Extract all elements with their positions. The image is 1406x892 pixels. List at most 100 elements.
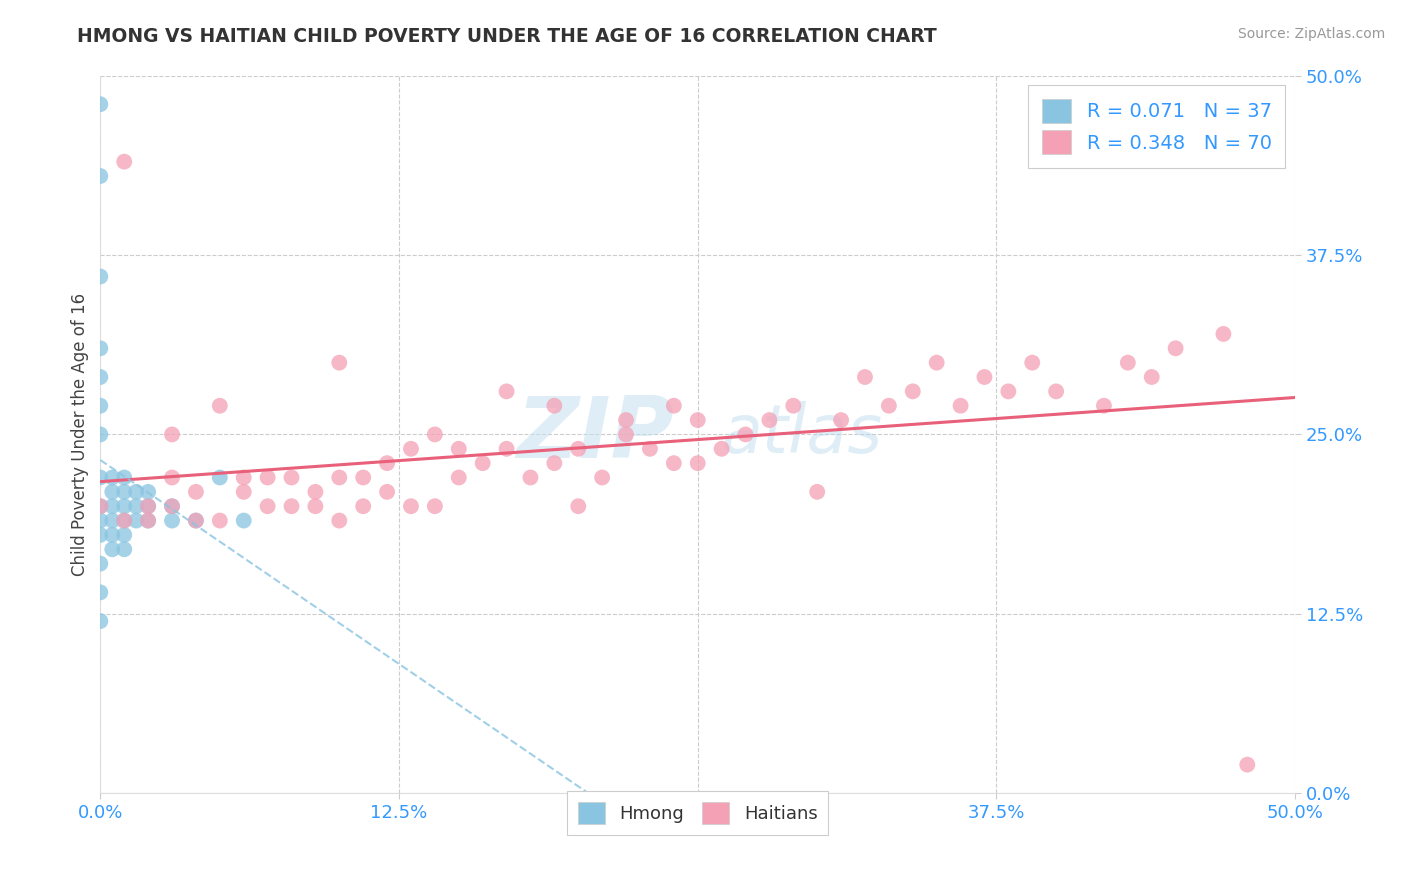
Point — [1092, 399, 1115, 413]
Point — [973, 370, 995, 384]
Point — [901, 384, 924, 399]
Point — [1045, 384, 1067, 399]
Point — [352, 500, 374, 514]
Point — [662, 399, 685, 413]
Point — [160, 514, 183, 528]
Point — [638, 442, 661, 456]
Point — [112, 470, 135, 484]
Text: ZIP: ZIP — [516, 393, 673, 476]
Point — [806, 484, 828, 499]
Point — [89, 585, 111, 599]
Point — [567, 442, 589, 456]
Point — [136, 514, 159, 528]
Point — [232, 484, 254, 499]
Text: HMONG VS HAITIAN CHILD POVERTY UNDER THE AGE OF 16 CORRELATION CHART: HMONG VS HAITIAN CHILD POVERTY UNDER THE… — [77, 27, 936, 45]
Point — [495, 384, 517, 399]
Point — [949, 399, 972, 413]
Point — [1236, 757, 1258, 772]
Point — [232, 470, 254, 484]
Point — [160, 500, 183, 514]
Point — [280, 500, 302, 514]
Point — [208, 470, 231, 484]
Point — [830, 413, 852, 427]
Point — [925, 356, 948, 370]
Point — [112, 528, 135, 542]
Point — [519, 470, 541, 484]
Point — [304, 484, 326, 499]
Point — [136, 484, 159, 499]
Point — [280, 470, 302, 484]
Point — [160, 470, 183, 484]
Point — [101, 470, 124, 484]
Point — [710, 442, 733, 456]
Point — [89, 97, 111, 112]
Text: Source: ZipAtlas.com: Source: ZipAtlas.com — [1237, 27, 1385, 41]
Point — [1212, 326, 1234, 341]
Point — [304, 500, 326, 514]
Point — [112, 500, 135, 514]
Point — [184, 514, 207, 528]
Point — [89, 269, 111, 284]
Point — [89, 399, 111, 413]
Point — [101, 542, 124, 557]
Point — [352, 470, 374, 484]
Point — [1164, 341, 1187, 355]
Point — [328, 470, 350, 484]
Point — [686, 456, 709, 470]
Point — [423, 500, 446, 514]
Point — [375, 484, 398, 499]
Point — [89, 614, 111, 628]
Y-axis label: Child Poverty Under the Age of 16: Child Poverty Under the Age of 16 — [72, 293, 89, 576]
Point — [101, 484, 124, 499]
Point — [112, 542, 135, 557]
Point — [232, 514, 254, 528]
Point — [89, 370, 111, 384]
Point — [782, 399, 804, 413]
Point — [184, 484, 207, 499]
Point — [112, 154, 135, 169]
Point — [328, 514, 350, 528]
Point — [101, 500, 124, 514]
Point — [125, 514, 148, 528]
Point — [758, 413, 780, 427]
Point — [89, 514, 111, 528]
Point — [89, 528, 111, 542]
Point — [256, 500, 278, 514]
Point — [1116, 356, 1139, 370]
Point — [256, 470, 278, 484]
Point — [399, 500, 422, 514]
Point — [686, 413, 709, 427]
Point — [543, 399, 565, 413]
Point — [89, 470, 111, 484]
Point — [328, 356, 350, 370]
Point — [112, 514, 135, 528]
Point — [734, 427, 756, 442]
Point — [447, 470, 470, 484]
Point — [1140, 370, 1163, 384]
Point — [89, 427, 111, 442]
Point — [567, 500, 589, 514]
Point — [614, 427, 637, 442]
Point — [89, 341, 111, 355]
Point — [471, 456, 494, 470]
Point — [877, 399, 900, 413]
Point — [89, 500, 111, 514]
Point — [375, 456, 398, 470]
Point — [447, 442, 470, 456]
Point — [208, 399, 231, 413]
Point — [208, 514, 231, 528]
Point — [997, 384, 1019, 399]
Point — [160, 427, 183, 442]
Point — [136, 500, 159, 514]
Point — [853, 370, 876, 384]
Point — [495, 442, 517, 456]
Point — [1021, 356, 1043, 370]
Point — [662, 456, 685, 470]
Point — [136, 514, 159, 528]
Point — [423, 427, 446, 442]
Point — [160, 500, 183, 514]
Point — [591, 470, 613, 484]
Point — [184, 514, 207, 528]
Point — [125, 484, 148, 499]
Legend: Hmong, Haitians: Hmong, Haitians — [567, 791, 828, 835]
